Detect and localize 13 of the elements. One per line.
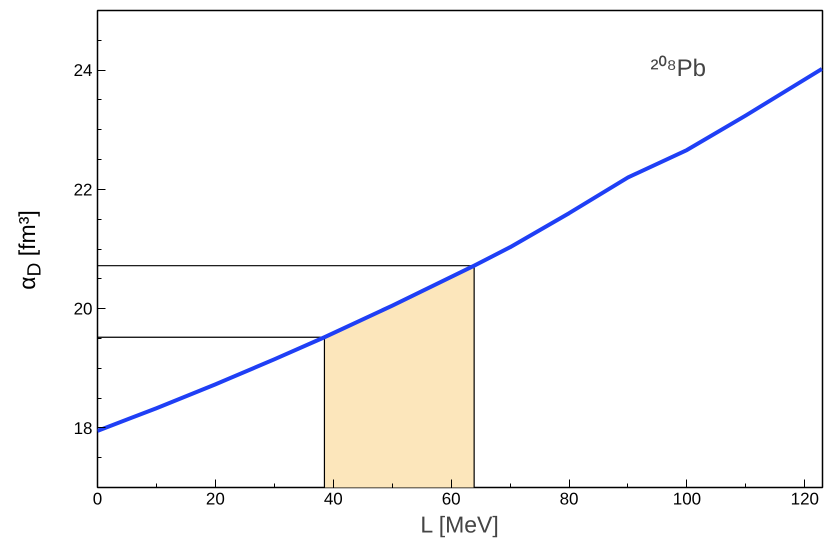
x-tick-label: 120	[790, 490, 820, 508]
x-axis-title: L [MeV]	[420, 512, 499, 538]
y-tick-label: 18	[74, 418, 93, 438]
y-tick-label: 22	[74, 180, 93, 200]
x-tick-label: 60	[442, 490, 461, 508]
x-tick-label: 80	[560, 490, 579, 508]
x-tick-label: 20	[206, 490, 225, 508]
x-tick-label: 40	[324, 490, 343, 508]
y-tick-label: 24	[74, 61, 93, 80]
x-tick-label: 0	[92, 490, 102, 508]
x-tick-label: 100	[672, 490, 702, 508]
y-tick-label: 20	[74, 300, 93, 319]
annotation: ²⁰⁸Pb	[650, 55, 706, 82]
